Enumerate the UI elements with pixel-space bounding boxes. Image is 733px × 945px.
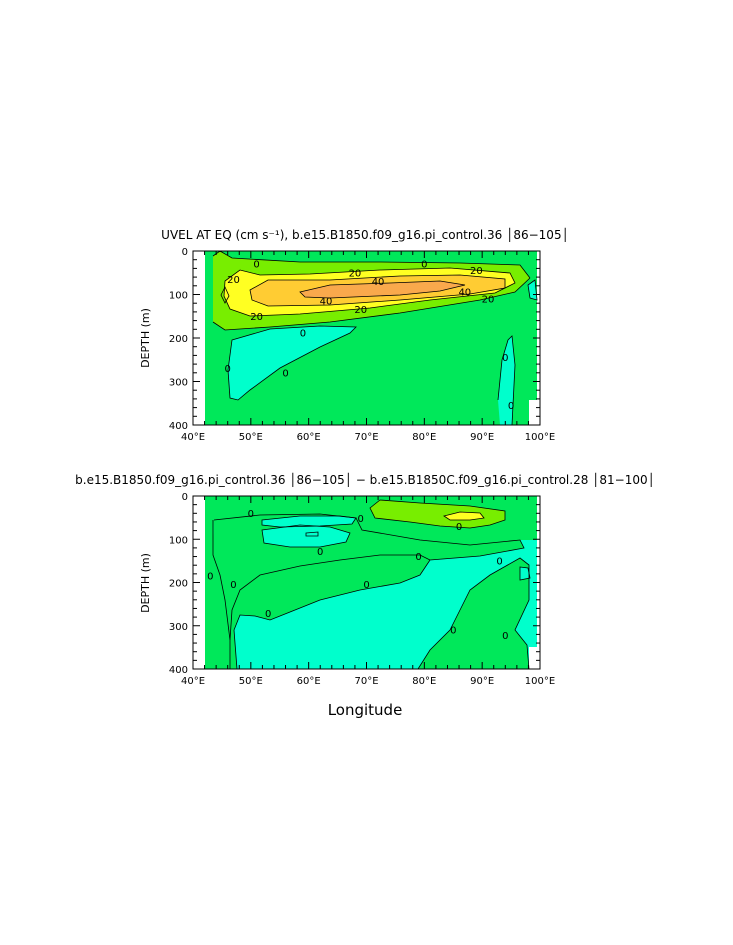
y-tick-label: 200	[169, 579, 188, 590]
contour-label: 0	[363, 580, 369, 591]
y-tick-label: 100	[169, 535, 188, 546]
x-tick-label: 70°E	[354, 676, 378, 687]
panel2-contour-neg	[261, 524, 351, 548]
contour-label: 0	[415, 552, 421, 563]
panel2-title: b.e15.B1850.f09_g16.pi_control.36 │86−10…	[75, 472, 655, 487]
panel1-contour-0-surface	[212, 251, 531, 279]
y-tick-label: 400	[169, 665, 188, 676]
x-tick-label: 40°E	[181, 676, 205, 687]
contour-label: 20	[354, 305, 367, 316]
y-tick-label: 300	[169, 622, 188, 633]
x-tick-label: 60°E	[297, 676, 321, 687]
panel1-title: UVEL AT EQ (cm s⁻¹), b.e15.B1850.f09_g16…	[161, 227, 569, 242]
panel1-ticks: 40°E 50°E 60°E 70°E 80°E 90°E 100°E01002003004…	[169, 247, 555, 443]
panel2-fill-neg-shallow	[262, 516, 356, 527]
panel1-contour-20-outer	[212, 277, 531, 331]
contour-label: 0	[456, 522, 462, 533]
x-tick-label: 80°E	[412, 676, 436, 687]
panel1-contour-labels: 0 20 20 20 40 40 40 20 20 20 0 0 0 0 0 0	[225, 260, 515, 412]
x-tick-label: 70°E	[354, 432, 378, 443]
panel2-plot-area	[205, 496, 540, 669]
contour-label: 0	[317, 547, 323, 558]
panel2-fill-neg-pocket	[520, 567, 530, 580]
panel2-contour-0-surface	[369, 499, 506, 529]
contour-label: 20	[250, 312, 263, 323]
contour-label: 0	[253, 260, 259, 271]
contour-label: 0	[450, 626, 456, 637]
x-tick-label: 90°E	[470, 676, 494, 687]
x-tick-label: 100°E	[525, 432, 555, 443]
contour-label: 20	[470, 266, 483, 277]
panel1-fill-neg-west	[228, 326, 356, 400]
contour-label: 0	[508, 401, 514, 412]
panel2-contour-0-tongue	[212, 520, 231, 669]
panel1-contour-60	[299, 280, 466, 299]
x-tick-label: 50°E	[239, 676, 263, 687]
panel1-ylabel: DEPTH (m)	[139, 308, 152, 368]
y-tick-label: 0	[182, 492, 188, 503]
panel2-contour-labels: 0 0 0 0 0 0 0 0 0 0 0 0	[207, 509, 508, 642]
y-tick-label: 100	[169, 291, 188, 302]
panel1-fill-70	[300, 281, 465, 298]
contour-label: 40	[320, 297, 333, 308]
panel2-land-gap	[529, 647, 540, 669]
x-tick-label: 90°E	[470, 432, 494, 443]
panel1-fill-neg-east	[498, 336, 515, 425]
panel2-fill-40	[444, 512, 484, 520]
panel1-contour-20-lobe	[220, 286, 230, 304]
contour-label: 0	[502, 353, 508, 364]
panel1-contour-0-edge	[527, 279, 538, 301]
panel1-contour-0-west	[227, 325, 357, 401]
contour-label: 0	[502, 631, 508, 642]
panel1-contour-40	[249, 274, 506, 307]
y-tick-label: 400	[169, 421, 188, 432]
contour-label: 0	[300, 328, 306, 339]
contour-label: 0	[358, 514, 364, 525]
panel2-fill-zero-east	[418, 558, 529, 669]
panel2-fill-zero-tongue	[205, 520, 230, 669]
x-tick-label: 80°E	[412, 432, 436, 443]
panel2-contour-neg-shallow	[261, 515, 357, 528]
contour-label: 0	[282, 368, 288, 379]
panel2-contour-0-east	[417, 557, 530, 669]
contour-label: 20	[227, 275, 240, 286]
panel2-contour-0-inner	[229, 554, 431, 641]
panel2-contour-neg-small	[305, 531, 319, 537]
panel2-xlabel: Longitude	[328, 701, 403, 719]
panel2-contour-20	[443, 511, 485, 521]
contour-label: 20	[349, 268, 362, 279]
x-tick-label: 100°E	[525, 676, 555, 687]
contour-label: 40	[372, 277, 385, 288]
panel2-fill-zero-mid	[230, 555, 430, 669]
panel2-contour-0-pocket	[519, 566, 531, 581]
contour-label: 0	[230, 580, 236, 591]
x-tick-label: 50°E	[239, 432, 263, 443]
panel1-plot-area	[205, 251, 540, 425]
contour-label: 0	[496, 556, 502, 567]
panel1-contour-0-east	[497, 335, 516, 425]
contour-label: 0	[207, 572, 213, 583]
y-tick-label: 200	[169, 334, 188, 345]
x-tick-label: 60°E	[297, 432, 321, 443]
contour-label: 0	[421, 260, 427, 271]
y-tick-label: 0	[182, 247, 188, 258]
panel2-ticks: 40°E 50°E 60°E 70°E 80°E 90°E 100°E 0 100 200 300 4…	[169, 492, 555, 687]
contour-label: 0	[248, 509, 254, 520]
contour-label: 0	[225, 364, 231, 375]
contour-label: 20	[482, 294, 495, 305]
contour-label: 0	[265, 609, 271, 620]
x-tick-label: 40°E	[181, 432, 205, 443]
panel1-land-gap	[529, 400, 540, 425]
y-tick-label: 300	[169, 378, 188, 389]
panel2-ylabel: DEPTH (m)	[139, 553, 152, 613]
contour-label: 40	[458, 287, 471, 298]
